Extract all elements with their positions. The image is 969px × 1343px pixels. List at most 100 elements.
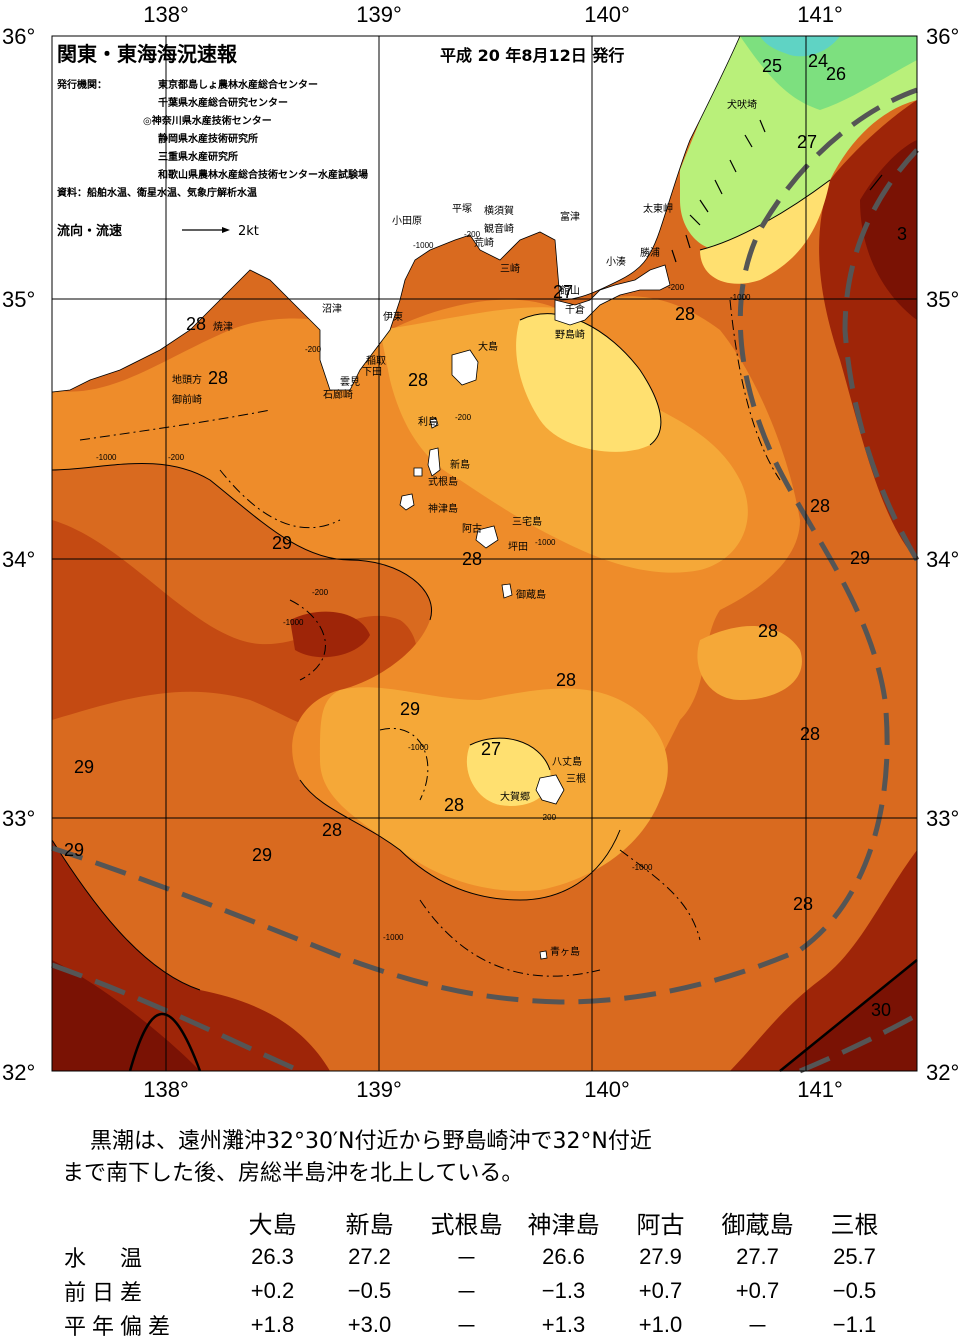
table-cell: 25.7 [833,1244,876,1269]
isotherm-label: 28 [322,820,342,840]
lon-label-bottom-141: 141° [797,1077,843,1100]
table-cell: −0.5 [347,1278,392,1303]
column-header: 御蔵島 [721,1211,794,1239]
place-inatori: 稲取 [366,355,386,367]
isotherm-label: 28 [675,304,695,324]
place-names: 小田原 平塚 横須賀 観音崎 荒崎 三崎 富津 太東岬 勝浦 小湊 館山 千倉 … [172,98,757,958]
place-chikura: 千倉 [565,303,585,316]
lon-label-top-140: 140° [584,2,630,27]
issue-date: 平成 20 年8月12日 発行 [440,46,624,65]
table-cell: +1.3 [541,1312,586,1337]
isotherm-label: 28 [408,370,428,390]
place-okago: 大賀郷 [500,790,530,803]
table-cell: +0.7 [735,1278,780,1303]
place-tsubota: 坪田 [508,540,528,553]
current-vectors [671,119,883,263]
isotherm-label: 29 [252,845,272,865]
depth-label: -1000 [283,618,304,627]
temp-zone-31-sw [52,960,200,1071]
column-header: 神津島 [527,1211,600,1239]
place-aogashima: 青ヶ島 [550,945,580,958]
land [51,35,741,960]
agency-2: 千葉県水産総合研究センター [158,96,288,109]
isotherm-label: 27 [553,282,573,302]
lon-label-bottom-140: 140° [584,1077,630,1100]
table-header-row: 大島 新島 式根島 神津島 阿古 御蔵島 三根 [64,1205,903,1240]
place-kominato: 小湊 [606,255,626,268]
island-toshima [429,417,439,429]
boso-peninsula [554,264,671,326]
summary-line-1: 黒潮は、遠州灘沖32°30′N付近から野島崎沖で32°N付近 [90,1129,652,1154]
place-yaizu: 焼津 [213,321,233,333]
depth-label: -1000 [535,538,556,547]
graticule [51,35,918,1072]
agency-3: ◎神奈川県水産技術センター [143,114,272,127]
place-inubosaki: 犬吠埼 [727,98,757,111]
place-mitsune: 三根 [566,772,586,785]
isotherm-label: 28 [444,795,464,815]
depth-label: -1000 [413,241,434,250]
table-cell: － [455,1246,478,1271]
kuroshio-path [51,87,920,1074]
table-cell: −1.3 [541,1278,586,1303]
station-temperature-table: 大島 新島 式根島 神津島 阿古 御蔵島 三根 水 温 26.3 27.2 － … [64,1205,903,1342]
isotherm-label: 25 [762,56,782,76]
depth-labels: -1000 -200 -200 -1000 -200 -200 -200 -10… [96,230,751,942]
table-cell: −0.5 [832,1278,877,1303]
flow-legend-label: 流向・流速 [57,223,122,239]
place-jitogata: 地頭方 [172,373,202,386]
table-cell: +3.0 [347,1312,392,1337]
place-numazu: 沼津 [322,302,342,315]
place-hachijojima: 八丈島 [552,755,582,768]
honshu [51,35,741,393]
temp-zone-29b-west [52,520,418,733]
depth-label: -1000 [408,743,429,752]
table-cell: +0.2 [250,1278,295,1303]
lat-label-right-32: 32° [926,1060,959,1085]
agency-6: 和歌山県農林水産総合技術センター水産試験場 [157,168,368,181]
column-header: 大島 [248,1211,297,1239]
table-cell: −1.1 [832,1312,877,1337]
isotherm-label: 28 [793,894,813,914]
depth-label: -200 [668,283,685,292]
lon-label-bottom-139: 139° [356,1077,402,1100]
lat-label-left-36: 36° [2,24,35,49]
isotherm-label: 24 [808,51,828,71]
place-kannonzaki: 観音崎 [484,222,514,235]
column-header: 式根島 [430,1211,503,1239]
place-toshima: 利島 [418,415,438,428]
place-yokosuka: 横須賀 [484,204,514,217]
table-row: 前日差 +0.2 −0.5 － −1.3 +0.7 +0.7 −0.5 [64,1274,903,1308]
summary-line-2: まで南下した後、房総半島沖を北上している。 [62,1161,524,1186]
lon-label-top-139: 139° [356,2,402,27]
data-sources: 資料：船舶水温、衛星水温、気象庁解析水温 [57,186,257,199]
table-cell: 27.9 [639,1244,682,1269]
island-kozushima [399,493,415,511]
place-hiratsuka: 平塚 [452,203,472,215]
lat-label-left-33: 33° [2,806,35,831]
isotherm-label: 29 [850,548,870,568]
table-cell: +0.7 [638,1278,683,1303]
isotherm-label: 28 [758,621,778,641]
map-title: 関東・東海海況速報 [57,42,238,66]
flow-arrow-icon [182,227,230,233]
table-row: 平年偏差 +1.8 +3.0 － +1.3 +1.0 － −1.1 [64,1308,903,1342]
island-mikurajima [501,583,513,599]
table-cell: +1.0 [638,1312,683,1337]
place-katsuura: 勝浦 [640,246,660,259]
isotherm-label: 29 [400,699,420,719]
island-niijima [427,447,441,477]
isotherm-label: 28 [208,368,228,388]
isotherm-label: 26 [826,64,846,84]
place-kumomi: 雲見 [340,376,360,388]
place-arasaki: 荒崎 [474,236,494,249]
lat-label-left-34: 34° [2,547,35,572]
depth-label: -1000 [96,453,117,462]
depth-label: -200 [464,230,481,239]
row-label: 平年偏差 [64,1315,177,1340]
isotherm-label: 29 [64,840,84,860]
temp-zone-27-ne [700,180,830,284]
temp-zone-25 [740,36,917,110]
depth-label: -1000 [383,933,404,942]
temp-zone-24 [760,36,840,57]
